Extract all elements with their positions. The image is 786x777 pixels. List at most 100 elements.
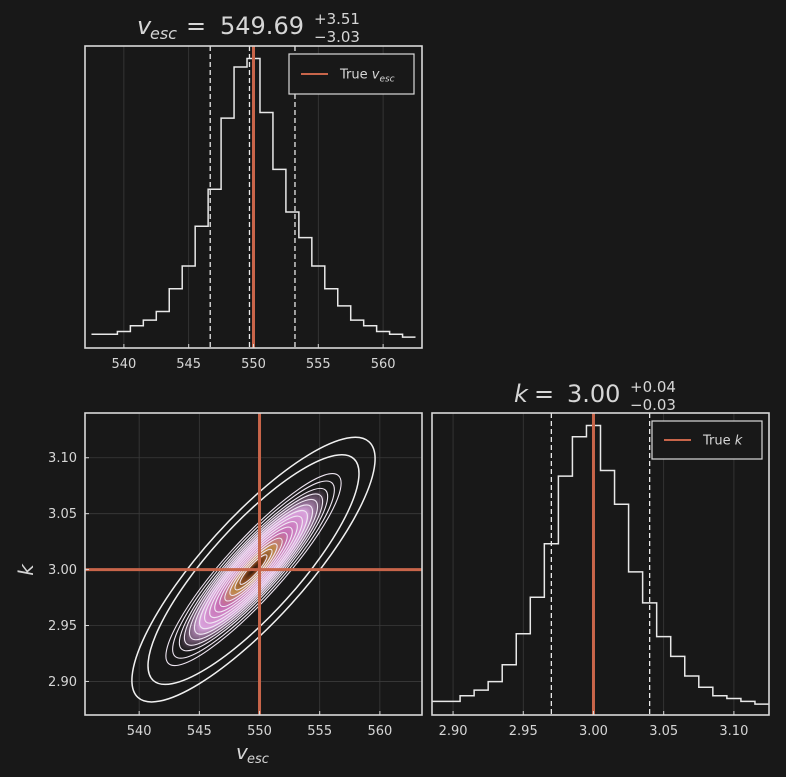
- vesc-legend-sub: esc: [379, 75, 394, 85]
- vesc-title: v esc = 549.69 +3.51 −3.03: [137, 10, 360, 46]
- vesc-legend-param: v: [372, 68, 380, 83]
- k-tick-label: 3.05: [649, 724, 678, 739]
- joint-x-tick-label: 560: [367, 724, 392, 739]
- k-tick-label: 2.90: [439, 724, 468, 739]
- k-bin: [629, 572, 643, 707]
- joint-axes-frame: [84, 412, 423, 716]
- k-tick-label: 3.00: [579, 724, 608, 739]
- k-title-value: 3.00: [567, 380, 620, 408]
- joint-x-tick-label: 545: [187, 724, 212, 739]
- vesc-quantile-lines: [209, 46, 296, 348]
- k-bin: [601, 470, 615, 707]
- k-tick-label: 2.95: [509, 724, 538, 739]
- joint-contour: [183, 493, 324, 646]
- joint-truth-lines: [85, 413, 422, 715]
- vesc-title-minus: −3.03: [314, 28, 360, 46]
- vesc-bin: [325, 289, 338, 340]
- vesc-bin: [234, 67, 247, 340]
- vesc-bin: [156, 312, 169, 340]
- k-x-ticks: 2.90 2.95 3.00 3.05 3.10: [439, 711, 748, 739]
- vesc-bin: [299, 238, 312, 340]
- k-legend-text: True k: [702, 434, 743, 449]
- vesc-title-param: v: [137, 12, 152, 40]
- k-title-plus: +0.04: [630, 378, 676, 396]
- vesc-legend-label: True: [339, 68, 372, 83]
- vesc-bin: [338, 306, 351, 340]
- k-title-minus: −0.03: [630, 396, 676, 414]
- k-tick-label: 3.10: [719, 724, 748, 739]
- k-bin: [474, 690, 488, 707]
- joint-y-tick-label: 3.00: [48, 563, 77, 578]
- k-title-param: k: [514, 380, 529, 408]
- vesc-title-plus: +3.51: [314, 10, 360, 28]
- k-bin: [572, 437, 586, 707]
- vesc-bin: [130, 326, 143, 340]
- vesc-bin: [364, 326, 377, 340]
- vesc-tick-label: 560: [371, 357, 396, 372]
- vesc-histogram: [91, 57, 416, 340]
- k-legend-label: True: [702, 434, 735, 449]
- joint-y-tick-label: 3.10: [48, 451, 77, 466]
- k-bin: [502, 665, 516, 707]
- joint-y-tick-label: 2.90: [48, 675, 77, 690]
- k-bin: [530, 597, 544, 707]
- vesc-legend-text: True vesc: [339, 68, 395, 85]
- joint-contour: [172, 480, 335, 659]
- joint-contour: [178, 487, 329, 652]
- vesc-tick-label: 550: [241, 357, 266, 372]
- joint-contour: [188, 498, 319, 641]
- joint-xlabel-sub: esc: [247, 752, 269, 767]
- joint-y-tick-label: 2.95: [48, 619, 77, 634]
- vesc-bin: [351, 320, 364, 340]
- joint-x-tick-label: 540: [127, 724, 152, 739]
- k-bin: [615, 504, 629, 707]
- k-title: k = 3.00 +0.04 −0.03: [514, 378, 676, 414]
- k-bin: [699, 687, 713, 707]
- vesc-bin: [286, 212, 299, 340]
- joint-outer-contour: [131, 436, 376, 703]
- joint-contour: [193, 504, 314, 635]
- joint-contour: [219, 532, 288, 608]
- vesc-bin: [143, 320, 156, 340]
- joint-contour: [239, 554, 268, 585]
- k-step-outline: [432, 424, 769, 705]
- k-bin: [432, 701, 446, 707]
- vesc-legend: True vesc: [288, 53, 415, 95]
- vesc-bin: [221, 118, 234, 340]
- k-axes-frame: [431, 412, 770, 716]
- joint-density-panel: 540 545 550 555 560 2.90 2.95 3.00 3.05 3.10 v e…: [14, 412, 423, 767]
- vesc-title-sub: esc: [150, 24, 177, 43]
- joint-contour: [209, 521, 298, 619]
- joint-x-tick-label: 555: [307, 724, 332, 739]
- vesc-bin: [195, 226, 208, 340]
- vesc-bin: [390, 334, 403, 340]
- k-title-equals: =: [534, 380, 554, 408]
- vesc-bin: [273, 169, 286, 340]
- k-histogram-panel: 2.90 2.95 3.00 3.05 3.10 True k k = 3.00 +0.…: [431, 378, 770, 739]
- vesc-tick-label: 540: [111, 357, 136, 372]
- vesc-tick-label: 555: [306, 357, 331, 372]
- k-legend: True k: [651, 420, 763, 460]
- vesc-bin: [91, 334, 104, 340]
- joint-x-ticks: 540 545 550 555 560: [127, 711, 392, 739]
- k-bin: [488, 682, 502, 707]
- vesc-bin: [260, 112, 273, 340]
- k-bin: [671, 656, 685, 707]
- joint-contour: [214, 526, 293, 613]
- joint-outer-contour: [147, 454, 360, 686]
- joint-xlabel-param: v: [236, 740, 249, 764]
- k-bin: [460, 696, 474, 707]
- vesc-x-ticks: 540 545 550 555 560: [111, 344, 396, 372]
- joint-y-ticks: 2.90 2.95 3.00 3.05 3.10: [48, 451, 89, 690]
- joint-contour: [199, 509, 308, 630]
- k-legend-param: k: [735, 434, 743, 449]
- vesc-title-value: 549.69: [220, 12, 304, 40]
- vesc-tick-label: 545: [176, 357, 201, 372]
- k-bin: [558, 476, 572, 707]
- joint-x-tick-label: 550: [247, 724, 272, 739]
- vesc-bin: [169, 289, 182, 340]
- k-bin: [685, 676, 699, 707]
- vesc-histogram-panel: 540 545 550 555 560 True vesc v esc = 549.69…: [84, 10, 423, 372]
- joint-y-tick-label: 3.05: [48, 507, 77, 522]
